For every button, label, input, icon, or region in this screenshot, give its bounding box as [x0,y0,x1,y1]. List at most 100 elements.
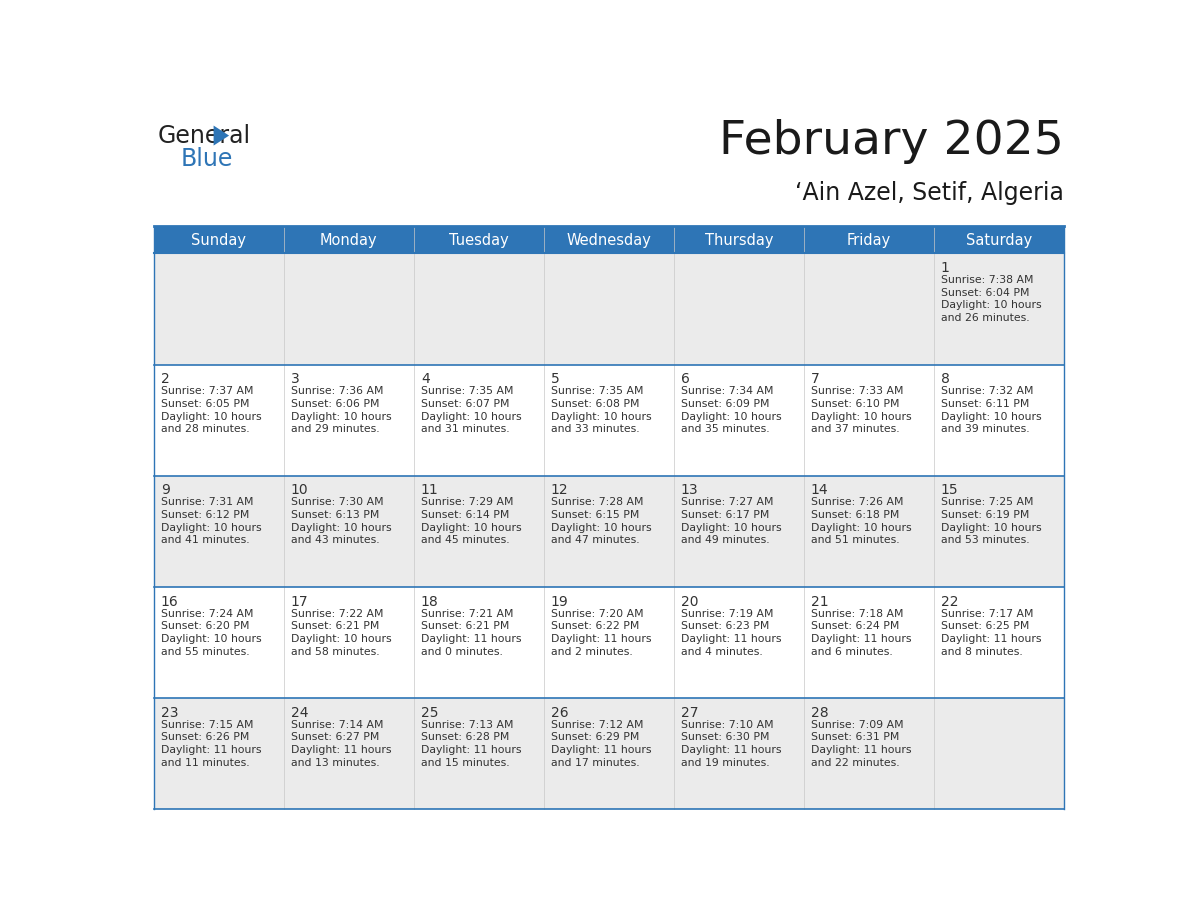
Text: Daylight: 11 hours: Daylight: 11 hours [551,634,651,644]
Text: Daylight: 11 hours: Daylight: 11 hours [810,634,911,644]
Text: and 13 minutes.: and 13 minutes. [291,757,379,767]
Text: 26: 26 [551,706,569,720]
Text: 17: 17 [291,595,309,609]
Text: Sunrise: 7:18 AM: Sunrise: 7:18 AM [810,609,903,619]
Text: Daylight: 11 hours: Daylight: 11 hours [681,634,782,644]
Text: Daylight: 10 hours: Daylight: 10 hours [421,411,522,421]
Text: Sunset: 6:10 PM: Sunset: 6:10 PM [810,398,899,409]
Text: Daylight: 10 hours: Daylight: 10 hours [810,522,911,532]
Text: 21: 21 [810,595,828,609]
Text: Tuesday: Tuesday [449,233,508,248]
Text: Sunrise: 7:34 AM: Sunrise: 7:34 AM [681,386,773,397]
Text: Sunset: 6:25 PM: Sunset: 6:25 PM [941,621,1029,632]
Text: Sunrise: 7:14 AM: Sunrise: 7:14 AM [291,720,384,730]
Text: 2: 2 [160,373,170,386]
Bar [154,364,1063,476]
Text: Sunrise: 7:30 AM: Sunrise: 7:30 AM [291,498,384,508]
Text: Sunrise: 7:24 AM: Sunrise: 7:24 AM [160,609,253,619]
Text: Sunset: 6:15 PM: Sunset: 6:15 PM [551,510,639,520]
Text: Sunset: 6:09 PM: Sunset: 6:09 PM [681,398,770,409]
Text: Sunset: 6:21 PM: Sunset: 6:21 PM [291,621,379,632]
Text: 16: 16 [160,595,178,609]
Text: and 35 minutes.: and 35 minutes. [681,424,770,434]
Text: and 45 minutes.: and 45 minutes. [421,535,510,545]
Text: Daylight: 10 hours: Daylight: 10 hours [160,634,261,644]
Text: Daylight: 10 hours: Daylight: 10 hours [160,522,261,532]
Text: 9: 9 [160,484,170,498]
Text: 27: 27 [681,706,699,720]
Text: Sunset: 6:29 PM: Sunset: 6:29 PM [551,733,639,743]
Text: and 53 minutes.: and 53 minutes. [941,535,1029,545]
Text: Daylight: 10 hours: Daylight: 10 hours [941,522,1042,532]
Text: Sunrise: 7:20 AM: Sunrise: 7:20 AM [551,609,644,619]
Text: and 26 minutes.: and 26 minutes. [941,313,1029,323]
Text: Sunrise: 7:27 AM: Sunrise: 7:27 AM [681,498,773,508]
Text: Daylight: 11 hours: Daylight: 11 hours [681,745,782,756]
Text: Sunset: 6:08 PM: Sunset: 6:08 PM [551,398,639,409]
Text: Sunset: 6:28 PM: Sunset: 6:28 PM [421,733,510,743]
Text: and 2 minutes.: and 2 minutes. [551,646,632,656]
Text: Sunset: 6:24 PM: Sunset: 6:24 PM [810,621,899,632]
Text: 18: 18 [421,595,438,609]
Text: Sunset: 6:20 PM: Sunset: 6:20 PM [160,621,249,632]
Text: 19: 19 [551,595,569,609]
Text: Thursday: Thursday [704,233,773,248]
Text: and 51 minutes.: and 51 minutes. [810,535,899,545]
Text: Sunrise: 7:21 AM: Sunrise: 7:21 AM [421,609,513,619]
Bar [154,698,1063,810]
Text: Sunset: 6:27 PM: Sunset: 6:27 PM [291,733,379,743]
Text: Sunset: 6:18 PM: Sunset: 6:18 PM [810,510,899,520]
Bar [154,227,1063,253]
Text: 6: 6 [681,373,690,386]
Text: and 49 minutes.: and 49 minutes. [681,535,770,545]
Text: 1: 1 [941,261,949,275]
Text: Daylight: 10 hours: Daylight: 10 hours [941,300,1042,310]
Text: Daylight: 10 hours: Daylight: 10 hours [160,411,261,421]
Text: and 47 minutes.: and 47 minutes. [551,535,639,545]
Text: Daylight: 10 hours: Daylight: 10 hours [681,411,782,421]
Text: Sunrise: 7:35 AM: Sunrise: 7:35 AM [421,386,513,397]
Text: Sunset: 6:22 PM: Sunset: 6:22 PM [551,621,639,632]
Text: and 19 minutes.: and 19 minutes. [681,757,770,767]
Polygon shape [214,126,229,146]
Text: and 37 minutes.: and 37 minutes. [810,424,899,434]
Text: Sunrise: 7:25 AM: Sunrise: 7:25 AM [941,498,1034,508]
Text: Sunset: 6:23 PM: Sunset: 6:23 PM [681,621,769,632]
Text: Daylight: 10 hours: Daylight: 10 hours [421,522,522,532]
Text: 12: 12 [551,484,569,498]
Text: 4: 4 [421,373,430,386]
Text: and 0 minutes.: and 0 minutes. [421,646,503,656]
Text: Daylight: 10 hours: Daylight: 10 hours [941,411,1042,421]
Text: Daylight: 10 hours: Daylight: 10 hours [291,634,392,644]
Text: Sunset: 6:13 PM: Sunset: 6:13 PM [291,510,379,520]
Text: 3: 3 [291,373,299,386]
Text: and 15 minutes.: and 15 minutes. [421,757,510,767]
Text: Sunrise: 7:37 AM: Sunrise: 7:37 AM [160,386,253,397]
Text: Sunset: 6:31 PM: Sunset: 6:31 PM [810,733,899,743]
Text: and 39 minutes.: and 39 minutes. [941,424,1029,434]
Bar [154,253,1063,364]
Bar [154,587,1063,698]
Text: Monday: Monday [320,233,378,248]
Text: Daylight: 10 hours: Daylight: 10 hours [291,411,392,421]
Text: and 33 minutes.: and 33 minutes. [551,424,639,434]
Text: and 41 minutes.: and 41 minutes. [160,535,249,545]
Text: 11: 11 [421,484,438,498]
Text: Sunset: 6:07 PM: Sunset: 6:07 PM [421,398,510,409]
Text: Sunrise: 7:29 AM: Sunrise: 7:29 AM [421,498,513,508]
Text: 15: 15 [941,484,959,498]
Text: Daylight: 11 hours: Daylight: 11 hours [941,634,1041,644]
Text: Sunset: 6:21 PM: Sunset: 6:21 PM [421,621,510,632]
Text: Daylight: 11 hours: Daylight: 11 hours [551,745,651,756]
Text: 7: 7 [810,373,820,386]
Text: Sunset: 6:11 PM: Sunset: 6:11 PM [941,398,1029,409]
Text: Sunset: 6:19 PM: Sunset: 6:19 PM [941,510,1029,520]
Text: Sunrise: 7:32 AM: Sunrise: 7:32 AM [941,386,1034,397]
Text: Sunrise: 7:35 AM: Sunrise: 7:35 AM [551,386,644,397]
Text: and 22 minutes.: and 22 minutes. [810,757,899,767]
Text: 25: 25 [421,706,438,720]
Text: General: General [158,124,251,148]
Text: 24: 24 [291,706,309,720]
Text: Daylight: 10 hours: Daylight: 10 hours [551,522,651,532]
Text: and 28 minutes.: and 28 minutes. [160,424,249,434]
